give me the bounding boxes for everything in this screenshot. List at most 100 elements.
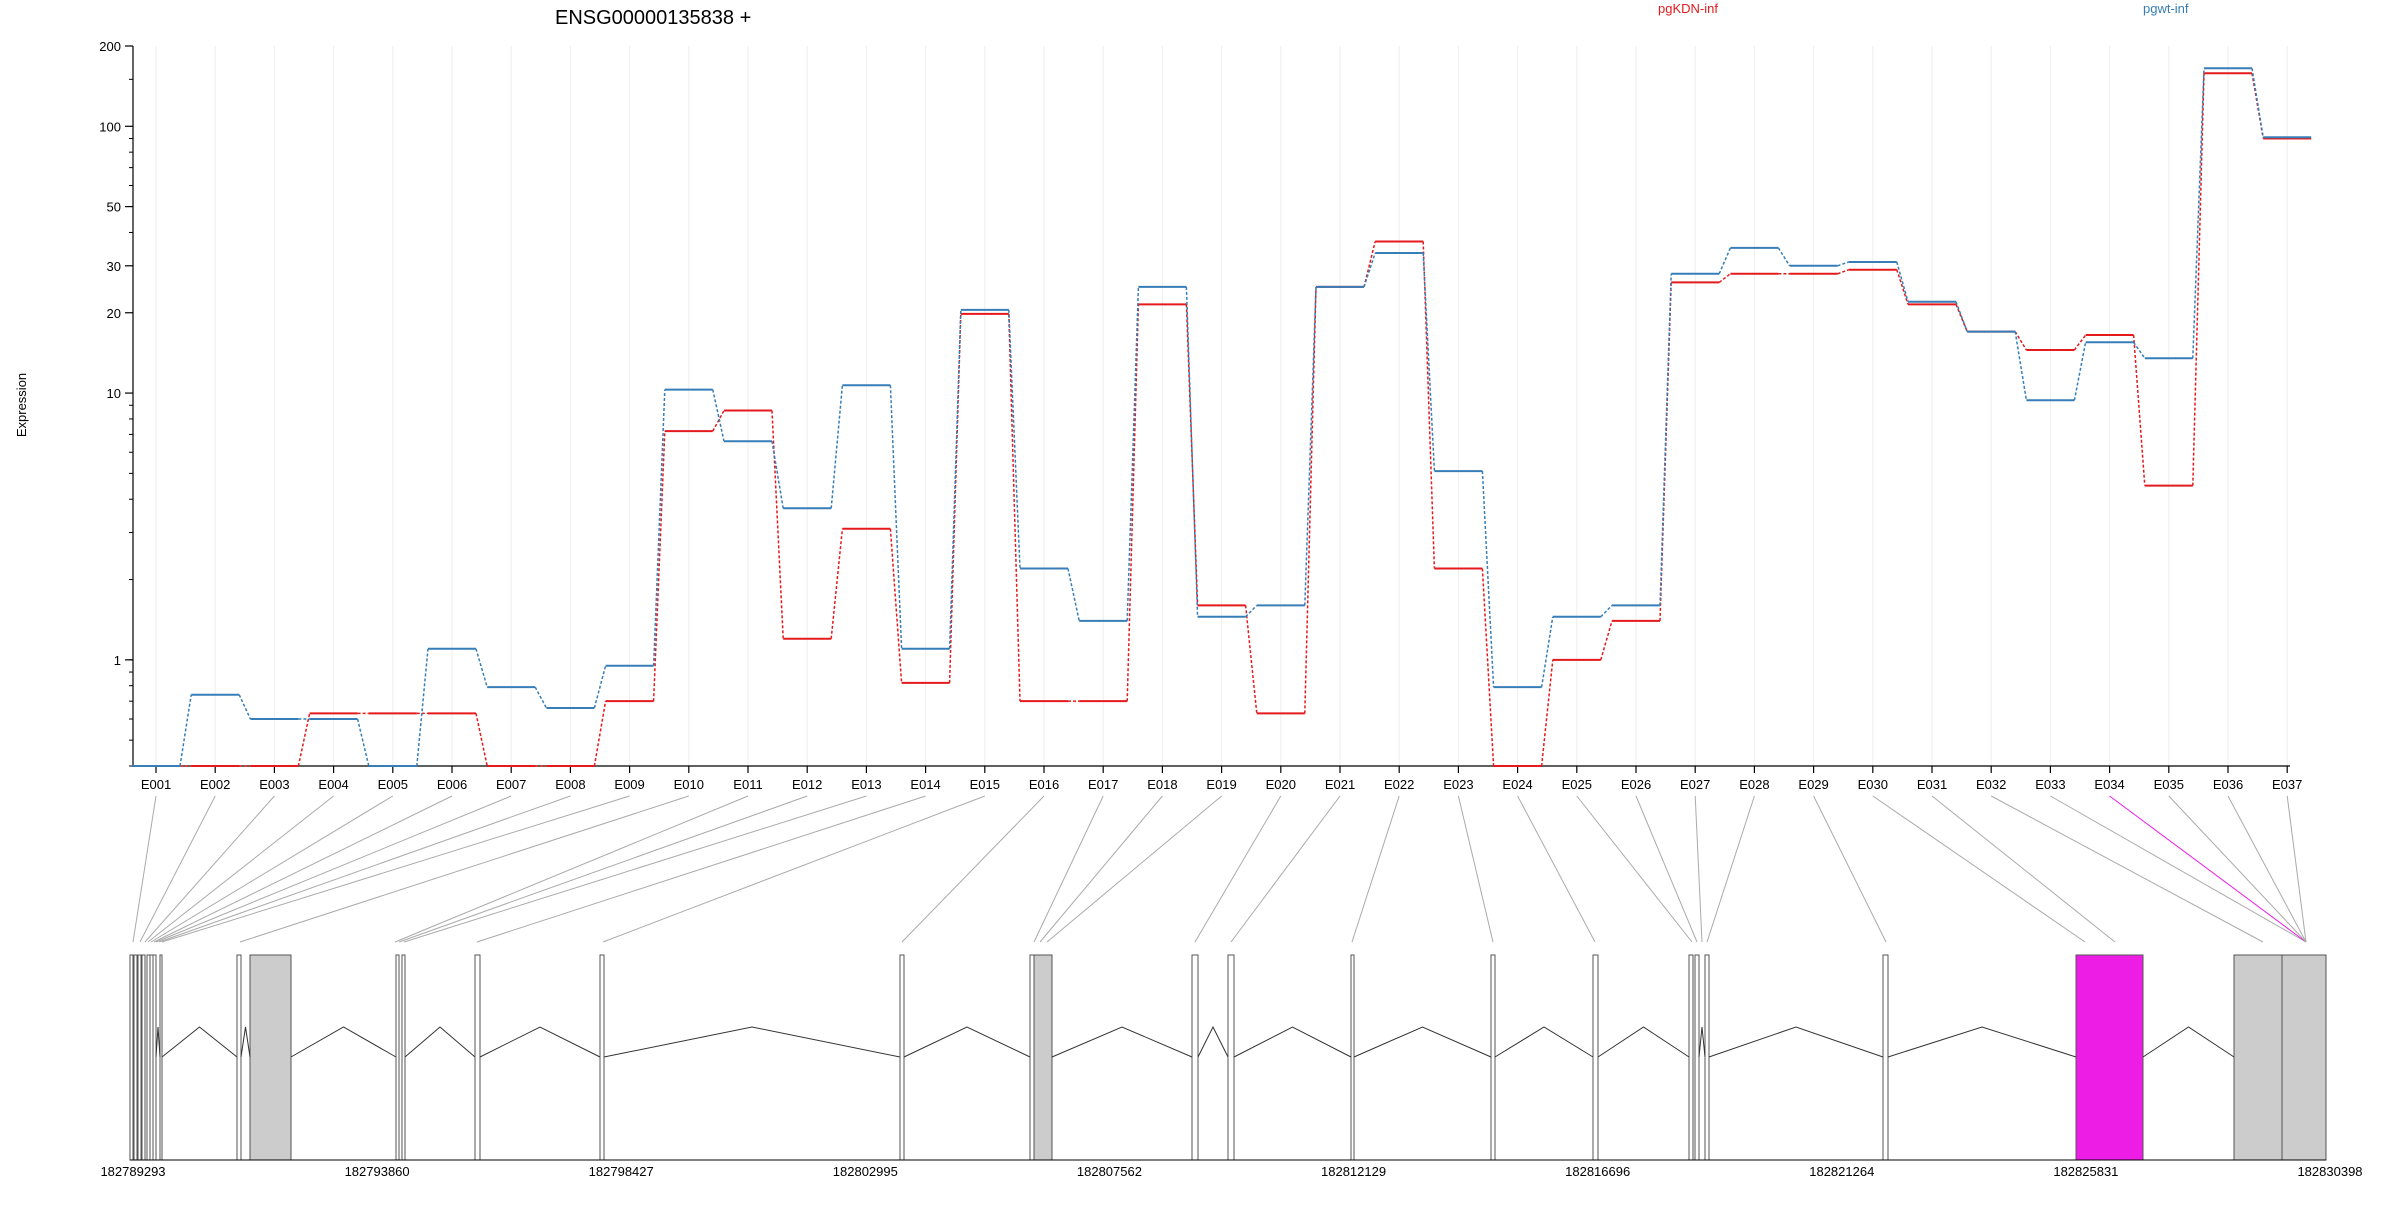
connector-segment [1955, 301, 1968, 332]
connector-e018 [1039, 795, 1163, 943]
connector-e009 [161, 795, 630, 943]
connector-segment [297, 713, 311, 767]
intron-line [161, 1026, 238, 1058]
exon-box [133, 954, 138, 1161]
connector-segment [652, 389, 666, 666]
connector-e003 [144, 795, 275, 943]
intron-line [903, 1026, 1031, 1058]
connector-e028 [1706, 795, 1755, 943]
y-tick-label: 20 [107, 306, 121, 321]
x-tick-label-e004: E004 [318, 777, 348, 792]
connector-segment [475, 648, 488, 688]
connector-segment [2251, 68, 2264, 138]
x-tick-label-e029: E029 [1798, 777, 1828, 792]
connector-e023 [1457, 795, 1494, 943]
x-tick-label-e023: E023 [1443, 777, 1473, 792]
connector-segment [1008, 309, 1021, 569]
connector-segment [830, 385, 844, 509]
x-tick-label-e026: E026 [1621, 777, 1651, 792]
connector-e001 [132, 795, 157, 943]
genomic-coordinate-label: 182821264 [1809, 1164, 1874, 1179]
x-tick-label-e022: E022 [1384, 777, 1414, 792]
exon-box [401, 954, 406, 1161]
series-pgwt-inf [132, 67, 2312, 767]
x-tick-label-e006: E006 [437, 777, 467, 792]
connector-segment [1777, 247, 1791, 267]
genomic-coordinate-label: 182798427 [589, 1164, 654, 1179]
exon-box [395, 954, 400, 1161]
connector-segment [1244, 605, 1258, 714]
connector-segment [1481, 471, 1495, 688]
intron-line [1597, 1026, 1690, 1058]
axes: 1 10 20 30 50 100 200 E001 E002 E003 E004 E005 E006 E… [99, 39, 2302, 792]
exon-box [1694, 954, 1700, 1161]
chart-title: ENSG00000135838 + [555, 7, 751, 29]
connector-segment [2073, 334, 2087, 351]
connector-e016 [901, 795, 1045, 943]
connector-segment [948, 309, 962, 649]
exon-box [159, 954, 163, 1161]
connector-segment [416, 648, 429, 767]
intron-line [404, 1026, 476, 1058]
intron-line [603, 1026, 901, 1058]
intron-line [1494, 1026, 1594, 1058]
connector-e030 [1872, 795, 2086, 943]
connector-segment [593, 701, 607, 767]
connector-segment [2192, 73, 2205, 486]
connector-e029 [1813, 795, 1887, 943]
x-tick-label-e013: E013 [851, 777, 881, 792]
connector-segment [1008, 313, 1021, 702]
x-tick-label-e010: E010 [674, 777, 704, 792]
exon-box [1882, 954, 1889, 1161]
exon-box [2233, 954, 2283, 1161]
y-tick-label: 50 [107, 200, 121, 215]
connector-segment [771, 441, 784, 509]
exon-box [474, 954, 481, 1161]
exon-box [1592, 954, 1599, 1161]
x-tick-label-e027: E027 [1680, 777, 1710, 792]
intron-line [1051, 1026, 1193, 1058]
connector-segment [1600, 620, 1613, 661]
connector-e034 [2109, 795, 2307, 943]
connector-segment [2132, 335, 2146, 486]
intron-line [1353, 1026, 1492, 1058]
x-tick-label-e030: E030 [1858, 777, 1888, 792]
connector-segment [712, 410, 725, 432]
connector-e002 [139, 795, 216, 943]
genomic-coordinate-label: 182825831 [2053, 1164, 2118, 1179]
connector-segment [2192, 68, 2205, 359]
connector-e035 [2168, 795, 2307, 943]
x-tick-label-e024: E024 [1502, 777, 1532, 792]
y-axis-label: Expression [14, 373, 29, 437]
connector-segment [1245, 604, 1258, 618]
genomic-coordinate-label: 182807562 [1077, 1164, 1142, 1179]
connector-segment [1304, 286, 1317, 606]
connector-segment [1126, 286, 1140, 621]
connector-segment [2073, 342, 2087, 401]
genomic-coordinate-label: 182802995 [833, 1164, 898, 1179]
exon-box [1490, 954, 1496, 1161]
genomic-coordinate-label: 182793860 [345, 1164, 410, 1179]
connector-e015 [602, 795, 985, 943]
connector-e031 [1931, 795, 2116, 943]
connector-segment [356, 718, 370, 767]
connector-segment [2014, 331, 2028, 401]
connector-segment [1837, 261, 1850, 267]
x-tick-label-e005: E005 [378, 777, 408, 792]
connector-segment [593, 665, 607, 709]
connector-e025 [1576, 795, 1693, 943]
connector-segment [1126, 304, 1140, 702]
connector-segment [712, 389, 725, 442]
legend-pgkdn-inf: pgKDN-inf [1658, 1, 1718, 16]
exon-box [599, 954, 605, 1161]
exon-box [1688, 954, 1694, 1161]
connector-e006 [153, 795, 453, 943]
connector-e032 [1990, 795, 2264, 943]
connector-segment [1067, 568, 1080, 622]
x-tick-label-e036: E036 [2213, 777, 2243, 792]
connector-segment [1896, 269, 1909, 305]
x-tick-label-e031: E031 [1917, 777, 1947, 792]
connector-e036 [2227, 795, 2307, 943]
intron-line [240, 1026, 251, 1058]
connector-segment [1304, 286, 1317, 714]
